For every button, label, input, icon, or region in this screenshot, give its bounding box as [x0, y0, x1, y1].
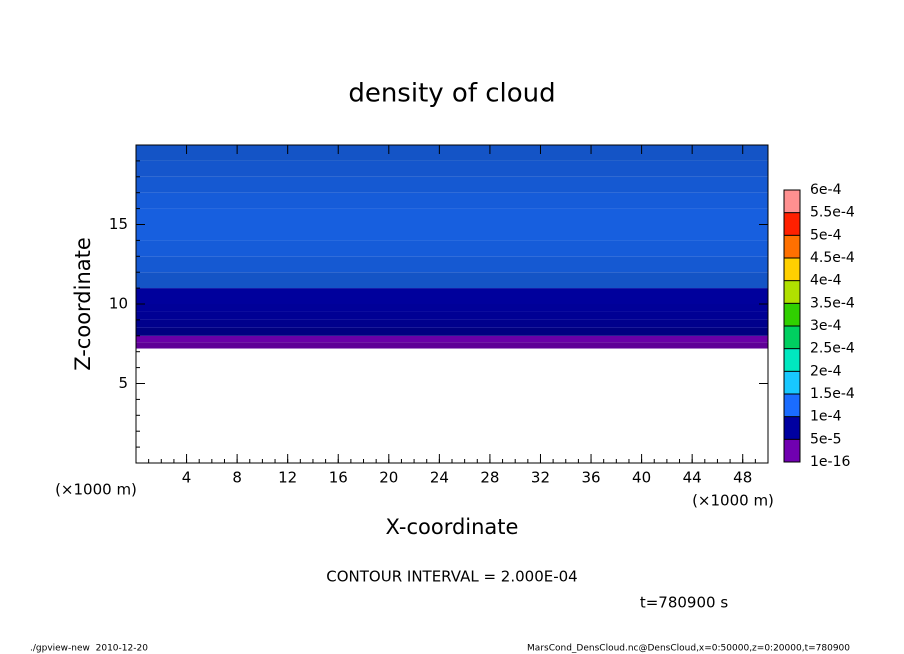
- x-tick-label: 32: [531, 469, 550, 487]
- colorbar-band: [784, 280, 800, 304]
- colorbar-band: [784, 416, 800, 440]
- contour-interval: CONTOUR INTERVAL = 2.000E-04: [326, 568, 577, 586]
- colorbar-label: 2e-4: [810, 363, 842, 379]
- colorbar-label: 2.5e-4: [810, 341, 855, 357]
- colorbar-band: [784, 212, 800, 236]
- x-tick-label: 12: [278, 469, 297, 487]
- contour-band: [136, 176, 768, 193]
- colorbar-label: 5e-4: [810, 227, 842, 243]
- y-tick-label: 15: [109, 215, 128, 233]
- contour-band: [136, 304, 768, 312]
- contour-band: [136, 256, 768, 273]
- colorbar-band: [784, 258, 800, 281]
- x-tick-label: 24: [430, 469, 449, 487]
- colorbar-label: 5e-5: [810, 431, 841, 447]
- x-tick-label: 40: [632, 469, 651, 487]
- contour-band: [136, 335, 768, 343]
- x-tick-label: 28: [480, 469, 499, 487]
- contour-band: [136, 327, 768, 336]
- colorbar-label: 4.5e-4: [810, 250, 855, 266]
- contour-band: [136, 160, 768, 177]
- colorbar-label: 1e-4: [810, 409, 842, 425]
- x-tick-label: 16: [329, 469, 348, 487]
- colorbar-label: 3.5e-4: [810, 295, 855, 311]
- x-tick-label: 4: [182, 469, 192, 487]
- contour-band: [136, 311, 768, 320]
- footer: MarsCond_DensCloud.nc@DensCloud,x=0:5000…: [527, 644, 850, 654]
- footer: ./gpview-new 2010-12-20: [30, 644, 148, 654]
- colorbar-band: [784, 303, 800, 326]
- chart-title: density of cloud: [348, 79, 555, 109]
- contour-band: [136, 145, 768, 161]
- colorbar-label: 1.5e-4: [810, 386, 855, 402]
- x-axis-label: X-coordinate: [386, 515, 519, 539]
- x-tick-label: 8: [232, 469, 242, 487]
- contour-band: [136, 208, 768, 225]
- contour-band: [136, 224, 768, 241]
- colorbar-band: [784, 439, 800, 462]
- contour-band: [136, 272, 768, 289]
- contour-band: [136, 288, 768, 304]
- colorbar-label: 6e-4: [810, 182, 842, 198]
- time-label: t=780900 s: [640, 594, 728, 612]
- colorbar-label: 4e-4: [810, 273, 842, 289]
- x-tick-label: 36: [581, 469, 600, 487]
- colorbar-label: 5.5e-4: [810, 205, 855, 221]
- x-unit: (×1000 m): [55, 481, 137, 499]
- contour-band: [136, 342, 768, 349]
- y-tick-label: 10: [109, 295, 128, 313]
- colorbar-label: 3e-4: [810, 318, 842, 334]
- y-axis-label: Z-coordinate: [71, 237, 95, 371]
- colorbar-band: [784, 371, 800, 394]
- colorbar-band: [784, 348, 800, 372]
- y-tick-label: 5: [118, 374, 128, 392]
- contour-band: [136, 192, 768, 209]
- colorbar-band: [784, 394, 800, 417]
- colorbar-label: 1e-16: [810, 454, 850, 470]
- colorbar-band: [784, 235, 800, 258]
- x-tick-label: 44: [683, 469, 702, 487]
- contour-band: [136, 319, 768, 328]
- colorbar-band: [784, 326, 800, 349]
- colorbar-band: [784, 190, 800, 213]
- x-tick-label: 48: [733, 469, 752, 487]
- contour-band: [136, 240, 768, 257]
- x-tick-label: 20: [379, 469, 398, 487]
- x-unit: (×1000 m): [692, 492, 774, 510]
